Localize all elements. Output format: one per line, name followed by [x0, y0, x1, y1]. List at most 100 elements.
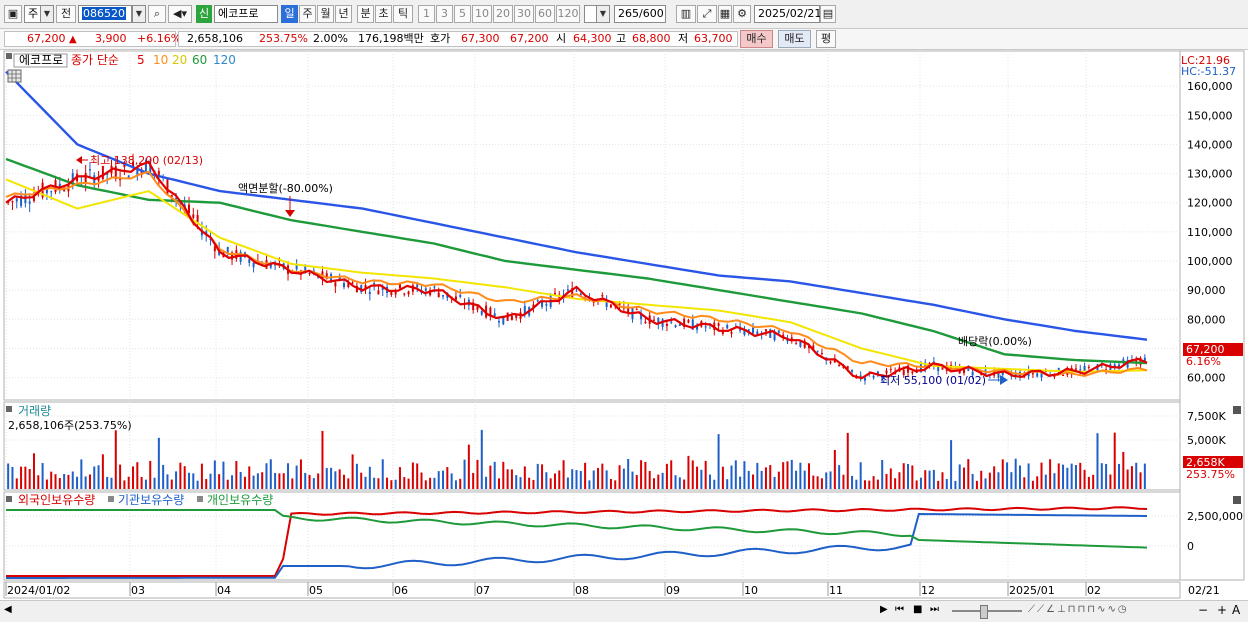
volume-bar: [1001, 459, 1004, 489]
ma120-legend[interactable]: 120: [213, 53, 236, 67]
stock-name-field[interactable]: 에코프로: [214, 5, 278, 23]
institution-legend[interactable]: 기관보유수량: [118, 493, 184, 507]
calendar-icon[interactable]: ▤: [820, 5, 836, 23]
candle-body: [777, 330, 780, 333]
ma5-legend[interactable]: 5: [137, 53, 145, 67]
tick-30[interactable]: 30: [514, 5, 534, 23]
volume-bar: [420, 472, 423, 489]
y-tick-label: 60,000: [1187, 372, 1226, 385]
volume-bar: [640, 460, 643, 489]
ma20-legend[interactable]: 20: [172, 53, 187, 67]
draw-tools-icon[interactable]: ⟋⟋∠⊥⊓⊓⊓∿∿◷: [1028, 604, 1129, 615]
grid-icon[interactable]: ▦: [718, 5, 732, 23]
candle-body: [1040, 373, 1043, 378]
prev-button[interactable]: 전: [56, 5, 76, 23]
volume-bar: [756, 462, 759, 489]
stop-icon[interactable]: ■: [913, 604, 923, 615]
candle-body: [32, 195, 35, 202]
period-week[interactable]: 주: [299, 5, 316, 23]
candle-body: [644, 321, 647, 324]
gear-icon[interactable]: ⚙: [733, 5, 751, 23]
candle-body: [605, 300, 608, 307]
avg-button[interactable]: 평: [816, 30, 836, 48]
sell-button[interactable]: 매도: [778, 30, 811, 48]
candle-body: [84, 173, 87, 183]
volume-bar: [381, 459, 384, 489]
period-tick[interactable]: 틱: [393, 5, 413, 23]
tick-10[interactable]: 10: [472, 5, 492, 23]
volume-bar: [368, 466, 371, 489]
volume-bar: [144, 479, 147, 489]
volume-bar: [704, 460, 707, 489]
scroll-right-icon[interactable]: ▶: [880, 604, 888, 615]
volume-bar: [472, 473, 475, 489]
candle-body: [88, 169, 91, 171]
volume-bar: [528, 477, 531, 489]
volume-bar: [252, 475, 255, 489]
candle-body: [967, 366, 970, 371]
volume-bar: [80, 459, 83, 489]
volume-bar: [726, 479, 729, 489]
candle-body: [403, 293, 406, 295]
line-tool-icon[interactable]: ⤢: [697, 5, 717, 23]
volume-bar: [196, 480, 199, 489]
volume-close-icon[interactable]: [1233, 406, 1241, 414]
chevron-down-icon[interactable]: ▼: [40, 5, 54, 23]
code-dropdown-icon[interactable]: ▼: [132, 5, 146, 23]
tick-60[interactable]: 60: [535, 5, 555, 23]
tick-1[interactable]: 1: [418, 5, 435, 23]
volume-bar: [661, 472, 664, 489]
toolbar: ▣ 주 ▼ 전 086520 ▼ ⌕ ◀▾ 신 에코프로 일 주 월 년 분 초…: [0, 0, 1248, 29]
volume-bar: [442, 470, 445, 489]
tick-5[interactable]: 5: [454, 5, 471, 23]
holders-close-icon[interactable]: [1233, 496, 1241, 504]
speaker-icon[interactable]: ◀▾: [168, 5, 192, 23]
code-input[interactable]: 086520: [78, 5, 132, 23]
zoom-handle[interactable]: [980, 605, 988, 619]
volume-bar: [45, 479, 48, 489]
volume-legend[interactable]: 거래량: [18, 404, 51, 418]
zoom-out-icon[interactable]: −: [1198, 603, 1209, 617]
date-input[interactable]: 2025/02/21: [754, 5, 821, 23]
period-second[interactable]: 초: [375, 5, 392, 23]
volume-percent: 253.75%: [259, 32, 308, 45]
main-legend-name[interactable]: 에코프로: [19, 53, 63, 67]
individual-legend[interactable]: 개인보유수량: [207, 493, 273, 507]
candle-body: [674, 325, 677, 328]
candle-body: [149, 162, 152, 173]
tick-20[interactable]: 20: [493, 5, 513, 23]
custom-tick-dropdown-icon[interactable]: ▼: [596, 5, 610, 23]
period-minute[interactable]: 분: [357, 5, 374, 23]
period-month[interactable]: 월: [317, 5, 334, 23]
count-input[interactable]: 265/600: [614, 5, 666, 23]
volume-bar: [398, 467, 401, 489]
foreign-legend[interactable]: 외국인보유수량: [18, 493, 95, 507]
buy-button[interactable]: 매수: [740, 30, 773, 48]
scrollbar[interactable]: ◀ ▶ ⏮ ■ ⏭ ⟋⟋∠⊥⊓⊓⊓∿∿◷ − + A: [0, 600, 1248, 622]
main-legend-close[interactable]: 종가 단순: [71, 53, 119, 67]
last-icon[interactable]: ⏭: [930, 604, 939, 615]
tick-120[interactable]: 120: [556, 5, 580, 23]
volume-bar: [226, 479, 229, 489]
zoom-in-icon[interactable]: +: [1217, 603, 1228, 617]
candle-body: [971, 371, 974, 376]
candle-body: [876, 371, 879, 374]
ma60-legend[interactable]: 60: [192, 53, 207, 67]
candle-body: [248, 259, 251, 263]
volume-bar: [338, 469, 341, 489]
tick-3[interactable]: 3: [436, 5, 453, 23]
search-icon[interactable]: ⌕: [148, 5, 166, 23]
table-icon[interactable]: [7, 69, 22, 83]
period-year[interactable]: 년: [335, 5, 352, 23]
candle-body: [1087, 366, 1090, 368]
layout-icon[interactable]: ▣: [4, 5, 22, 23]
first-icon[interactable]: ⏮: [895, 604, 904, 615]
period-day[interactable]: 일: [281, 5, 298, 23]
volume-bar: [915, 480, 918, 489]
volume-bar: [1049, 459, 1052, 489]
candle-icon[interactable]: ▥: [676, 5, 696, 23]
font-icon[interactable]: A: [1232, 603, 1241, 617]
ma10-legend[interactable]: 10: [153, 53, 168, 67]
scroll-left-icon[interactable]: ◀: [4, 604, 12, 615]
